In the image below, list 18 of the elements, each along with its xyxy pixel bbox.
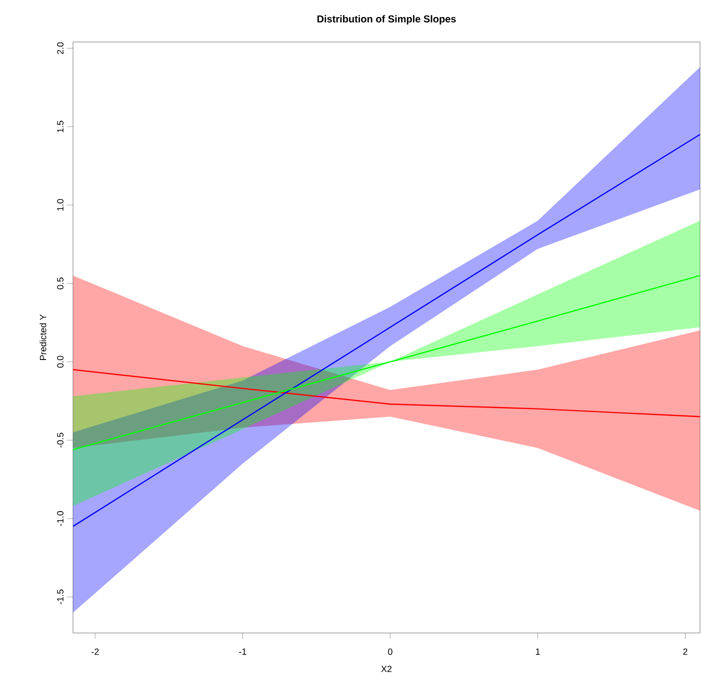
chart-title: Distribution of Simple Slopes: [317, 15, 456, 24]
x-tick-label: -1: [239, 648, 246, 655]
y-axis-title: Predicted Y: [40, 314, 46, 360]
x-tick-label: 1: [536, 648, 540, 655]
x-tick-label: 0: [388, 648, 392, 655]
line-series: [73, 369, 700, 418]
y-tick-label: -0.5: [57, 432, 64, 448]
y-tick-label: -1.0: [57, 511, 64, 526]
line-series: [73, 134, 700, 527]
x-axis-title: X2: [381, 666, 392, 672]
x-tick-label: -2: [92, 648, 99, 655]
y-tick-label: 0.5: [57, 278, 64, 290]
y-tick-label: 1.0: [57, 199, 64, 211]
y-tick-label: 2.0: [57, 42, 64, 54]
y-tick-label: 1.5: [57, 120, 64, 132]
y-tick-label: -1.5: [57, 590, 64, 604]
x-tick-label: 2: [683, 648, 688, 655]
y-tick-label: 0.0: [57, 356, 64, 368]
